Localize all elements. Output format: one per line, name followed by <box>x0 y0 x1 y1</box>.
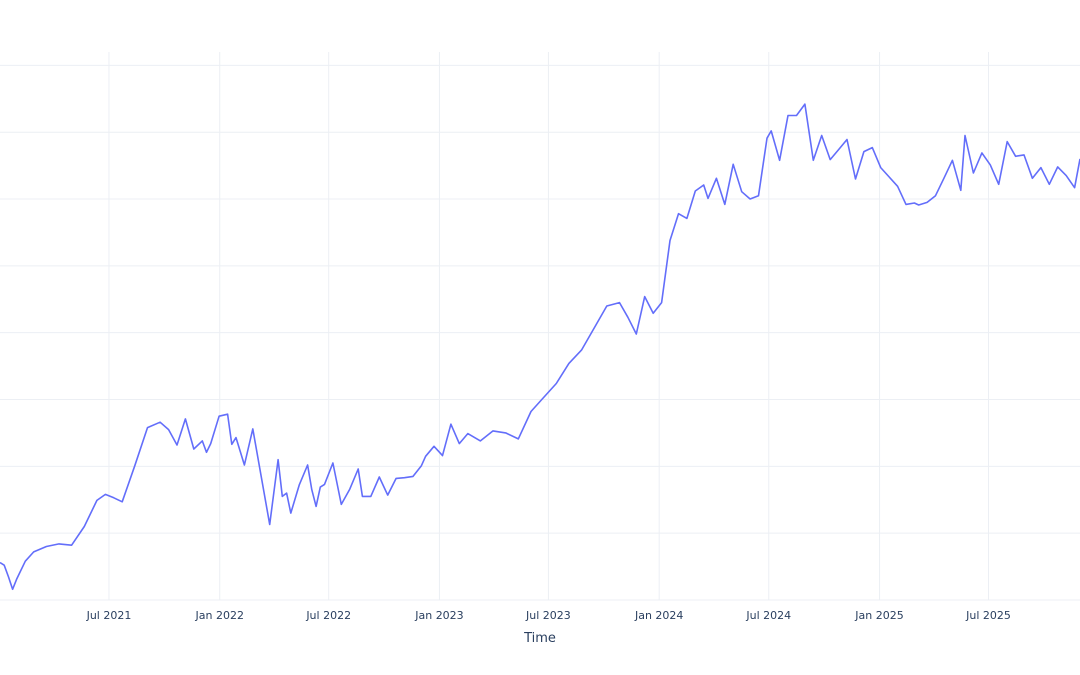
x-tick-label: Jan 2023 <box>414 609 463 622</box>
series-line <box>0 103 1080 591</box>
x-tick-label: Jan 2024 <box>634 609 683 622</box>
x-axis-title: Time <box>523 631 556 646</box>
x-axis-tick-labels: Jul 2021 Jan 2022 Jul 2022 Jan 2023 Jul 2023… <box>86 609 1011 622</box>
vertical-gridlines <box>108 52 989 600</box>
x-tick-label: Jul 2023 <box>525 609 571 622</box>
horizontal-gridlines <box>0 64 1080 601</box>
x-tick-label: Jul 2025 <box>965 609 1011 622</box>
x-tick-label: Jul 2024 <box>745 609 791 622</box>
x-tick-label: Jan 2025 <box>854 609 903 622</box>
x-tick-label: Jul 2022 <box>305 609 351 622</box>
x-tick-label: Jan 2022 <box>195 609 244 622</box>
x-tick-label: Jul 2021 <box>86 609 132 622</box>
